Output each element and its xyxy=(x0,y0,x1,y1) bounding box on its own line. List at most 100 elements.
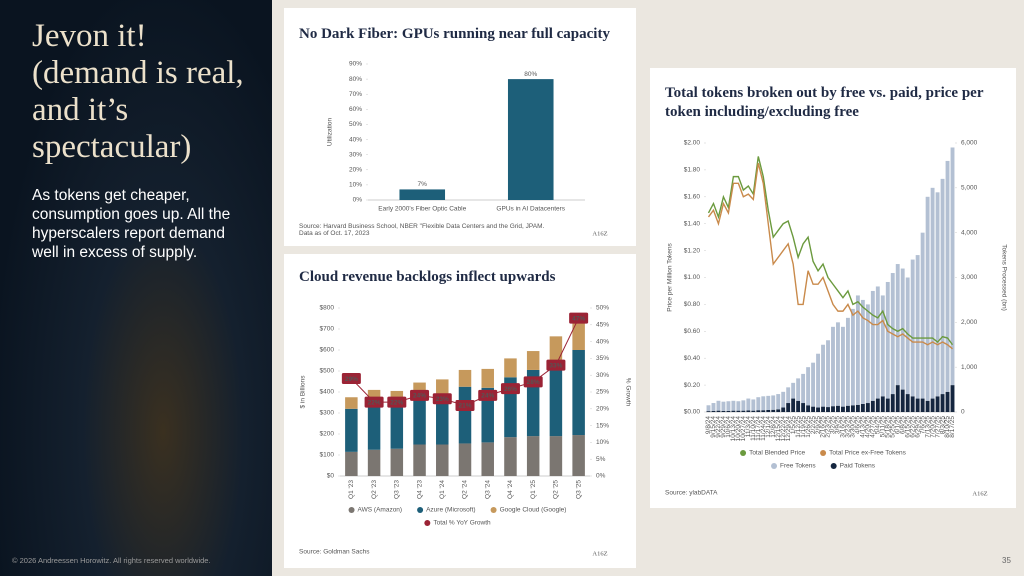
x-tick-label: 12/15/24 xyxy=(775,416,782,442)
data-label: 24% xyxy=(413,393,426,400)
slide-title: Jevon it! (demand is real, and it’s spec… xyxy=(32,18,244,165)
data-label-box xyxy=(387,396,407,408)
x-tick-label: 2/9/25 xyxy=(815,416,822,434)
bar xyxy=(399,189,446,200)
bar-segment xyxy=(572,350,585,436)
bar-segment xyxy=(870,290,875,401)
data-label-box xyxy=(546,359,566,371)
y-tick-label: 45% xyxy=(596,322,609,329)
y-tick-label: 3,000 xyxy=(961,274,978,281)
bar-segment xyxy=(736,401,741,411)
bar-segment xyxy=(816,353,820,408)
y-tick-label: $0 xyxy=(327,473,335,480)
bar-segment xyxy=(721,401,726,411)
y-tick-label: $0.20 xyxy=(684,382,701,389)
bar-segment xyxy=(950,385,955,412)
card xyxy=(284,8,636,246)
bar-segment xyxy=(756,397,761,411)
legend-label: Azure (Microsoft) xyxy=(426,507,475,514)
bar-segment xyxy=(816,407,820,412)
y-tick-label: $400 xyxy=(320,389,335,396)
y-tick-label: $700 xyxy=(320,326,335,333)
y-tick-label: 50% xyxy=(596,305,609,312)
legend-label: Total Blended Price xyxy=(749,450,805,457)
bar-segment xyxy=(845,405,850,412)
bar-segment xyxy=(731,410,736,412)
bar-segment xyxy=(801,403,806,412)
y-tick-label: $1.00 xyxy=(684,274,701,281)
legend-marker xyxy=(830,463,837,469)
legend-marker xyxy=(348,507,355,513)
bar-segment xyxy=(367,449,381,476)
y-tick-label: 25% xyxy=(596,389,609,396)
x-tick-label: 12/1/24 xyxy=(765,416,772,438)
bar-segment xyxy=(850,308,855,406)
bar-segment xyxy=(390,402,404,449)
x-tick-label: 11/24/24 xyxy=(760,416,767,441)
bar-segment xyxy=(841,326,845,407)
bar-segment xyxy=(706,405,711,412)
bar-segment xyxy=(751,399,756,411)
bar-segment xyxy=(895,385,900,412)
data-label: 29% xyxy=(345,376,358,383)
y-tick-label: $600 xyxy=(320,347,335,354)
bar-segment xyxy=(885,281,890,399)
x-tick-label: 6/15/25 xyxy=(904,416,911,438)
legend-marker xyxy=(417,507,424,513)
bar-segment xyxy=(436,379,449,396)
y-tick-label: 1,000 xyxy=(961,364,978,371)
bar-segment xyxy=(766,395,771,410)
bar-segment xyxy=(771,409,776,412)
bar-segment xyxy=(761,396,766,411)
page-number: 35 xyxy=(1002,556,1011,565)
bar-segment xyxy=(801,373,806,404)
legend-marker xyxy=(771,463,778,469)
bar-segment xyxy=(875,286,880,399)
chart-title: Cloud revenue backlogs inflect upwards xyxy=(299,269,556,285)
bar-segment xyxy=(458,369,472,387)
x-tick-label: 8/17/25 xyxy=(949,416,956,438)
bar-segment xyxy=(796,378,801,401)
bar-segment xyxy=(890,394,895,412)
chart-title: Total tokens broken out by free vs. paid… xyxy=(665,85,984,120)
bar-segment xyxy=(905,394,910,412)
data-label: 22% xyxy=(390,399,403,406)
bar-segment xyxy=(811,362,816,407)
bar-segment xyxy=(572,435,585,476)
left-panel: Jevon it! (demand is real, and it’s spec… xyxy=(0,0,272,576)
bar-segment xyxy=(880,396,885,412)
bar-segment xyxy=(481,442,494,476)
y-tick-label: 15% xyxy=(596,422,609,429)
y-tick-label: $200 xyxy=(320,431,335,438)
bar-segment xyxy=(345,451,358,476)
bar-segment xyxy=(711,403,716,411)
logo: A16Z xyxy=(592,550,607,557)
bar-segment xyxy=(845,317,850,406)
y-tick-label: 20% xyxy=(349,166,362,173)
bar-segment xyxy=(925,196,930,401)
y-tick-label: 40% xyxy=(349,136,362,143)
bar-segment xyxy=(436,395,449,445)
data-label: 47% xyxy=(572,315,585,322)
bar-segment xyxy=(831,326,835,407)
x-tick-label: 5/4/25 xyxy=(875,416,882,434)
bar-segment xyxy=(821,406,825,412)
bar-segment xyxy=(786,403,791,412)
data-label-box xyxy=(364,396,384,408)
x-tick-label: 12/8/24 xyxy=(770,416,777,438)
line xyxy=(707,163,953,350)
bar-segment xyxy=(880,295,885,397)
x-tick-label: 10/6/24 xyxy=(725,416,732,438)
x-tick-label: 11/3/24 xyxy=(745,416,752,438)
bar-segment xyxy=(806,367,811,406)
bar-segment xyxy=(910,396,915,412)
source: Source: Goldman Sachs xyxy=(299,549,370,556)
x-tick-label: 5/11/25 xyxy=(880,416,887,438)
x-tick-label: 2/23/25 xyxy=(825,416,832,438)
y-tick-label: 40% xyxy=(596,338,609,345)
y-tick-label: $1.80 xyxy=(684,167,701,174)
bar-segment xyxy=(726,401,731,411)
bar-segment xyxy=(736,410,741,412)
x-tick-label: 9/29/24 xyxy=(720,416,727,438)
